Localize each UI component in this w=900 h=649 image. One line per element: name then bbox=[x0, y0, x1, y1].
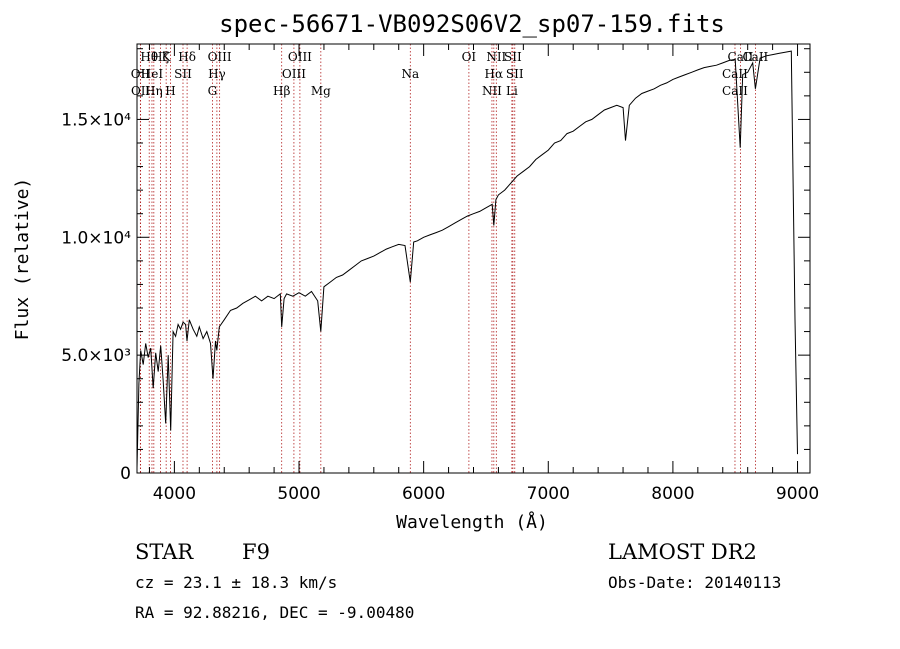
y-tick-label: 1.0×10⁴ bbox=[61, 228, 131, 248]
y-tick-label: 1.5×10⁴ bbox=[61, 110, 131, 130]
x-axis-label: Wavelength (Å) bbox=[396, 511, 548, 533]
spectral-line-label: OII bbox=[131, 84, 151, 98]
spectral-line-label: CaII bbox=[742, 50, 768, 64]
x-tick-label: 5000 bbox=[277, 484, 320, 504]
x-tick-label: 8000 bbox=[651, 484, 694, 504]
y-axis-label: Flux (relative) bbox=[12, 178, 33, 341]
spectral-line-label: Hβ bbox=[273, 84, 290, 98]
survey-name: LAMOST DR2 bbox=[608, 540, 757, 564]
y-axis-ticks: 0 5.0×10³ 1.0×10⁴ 1.5×10⁴ bbox=[61, 48, 810, 484]
spectral-line-label: SII bbox=[506, 67, 524, 81]
spectral-line-label: NII bbox=[482, 84, 502, 98]
spectral-line-markers bbox=[139, 44, 756, 473]
spectral-line-label: CaII bbox=[722, 67, 748, 81]
spectral-line-label: G bbox=[208, 84, 218, 98]
spectral-line-label: H bbox=[165, 84, 175, 98]
spectral-line-label: NII bbox=[486, 50, 506, 64]
plot-frame bbox=[136, 43, 811, 474]
x-tick-label: 6000 bbox=[402, 484, 445, 504]
redshift-text: cz = 23.1 ± 18.3 km/s bbox=[135, 573, 337, 592]
y-tick-label: 0 bbox=[120, 464, 131, 484]
spectral-line-label: OIII bbox=[208, 50, 232, 64]
spectral-line-label: Mg bbox=[311, 84, 331, 98]
spectral-line-label: Hη bbox=[145, 84, 163, 98]
spectral-line-label: OIII bbox=[288, 50, 312, 64]
coordinates-text: RA = 92.88216, DEC = -9.00480 bbox=[135, 603, 414, 622]
chart-title: spec-56671-VB092S06V2_sp07-159.fits bbox=[219, 10, 725, 38]
spectral-line-label: Hα bbox=[485, 67, 504, 81]
spectral-line-label: Hζ bbox=[152, 50, 169, 64]
spectral-line-label: Hθ bbox=[140, 50, 158, 64]
spectral-line-label: OIII bbox=[282, 67, 306, 81]
spectral-line-label: K bbox=[162, 50, 172, 64]
object-subclass: F9 bbox=[242, 540, 270, 564]
spectral-line-label: Na bbox=[401, 67, 419, 81]
spectral-line-label: HeI bbox=[141, 67, 164, 81]
spectral-line-label: SII bbox=[504, 50, 522, 64]
spectral-line-label: SII bbox=[174, 67, 192, 81]
x-axis-ticks: 4000 5000 6000 7000 8000 9000 bbox=[148, 44, 819, 504]
x-tick-label: 7000 bbox=[527, 484, 570, 504]
object-class: STAR bbox=[135, 540, 194, 564]
spectral-line-label: CaII bbox=[728, 50, 754, 64]
y-tick-label: 5.0×10³ bbox=[61, 346, 131, 366]
x-tick-label: 4000 bbox=[153, 484, 196, 504]
spectrum-series-line bbox=[136, 50, 798, 469]
spectral-line-label: OII bbox=[131, 67, 151, 81]
spectral-line-label: Li bbox=[506, 84, 518, 98]
x-tick-label: 9000 bbox=[776, 484, 819, 504]
spectral-line-label: Hγ bbox=[208, 67, 226, 81]
obs-date-text: Obs-Date: 20140113 bbox=[608, 573, 781, 592]
spectral-line-label: CaII bbox=[722, 84, 748, 98]
spectral-line-label: OI bbox=[462, 50, 477, 64]
spectral-line-label: Hδ bbox=[178, 50, 196, 64]
